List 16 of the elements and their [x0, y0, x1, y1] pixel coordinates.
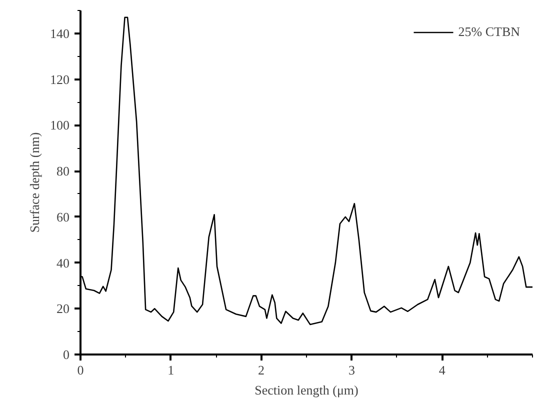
- y-axis-title: Surface depth (nm): [27, 132, 42, 233]
- y-tick-label: 60: [56, 209, 70, 224]
- y-tick-label: 80: [56, 164, 70, 179]
- y-tick-label: 0: [63, 347, 70, 362]
- x-axis-title: Section length (μm): [254, 382, 358, 398]
- legend-label: 25% CTBN: [458, 24, 520, 40]
- x-tick-label: 0: [77, 362, 84, 378]
- y-tick-label: 20: [56, 301, 70, 316]
- x-tick-label: 1: [168, 362, 174, 378]
- y-tick-label: 100: [50, 118, 70, 133]
- x-tick-label: 3: [348, 362, 355, 378]
- y-tick-label: 40: [56, 255, 70, 270]
- x-tick-label: 4: [438, 362, 446, 378]
- y-tick-label: 120: [50, 72, 70, 87]
- x-tick-label: 2: [258, 362, 265, 378]
- y-tick-label: 140: [50, 26, 70, 41]
